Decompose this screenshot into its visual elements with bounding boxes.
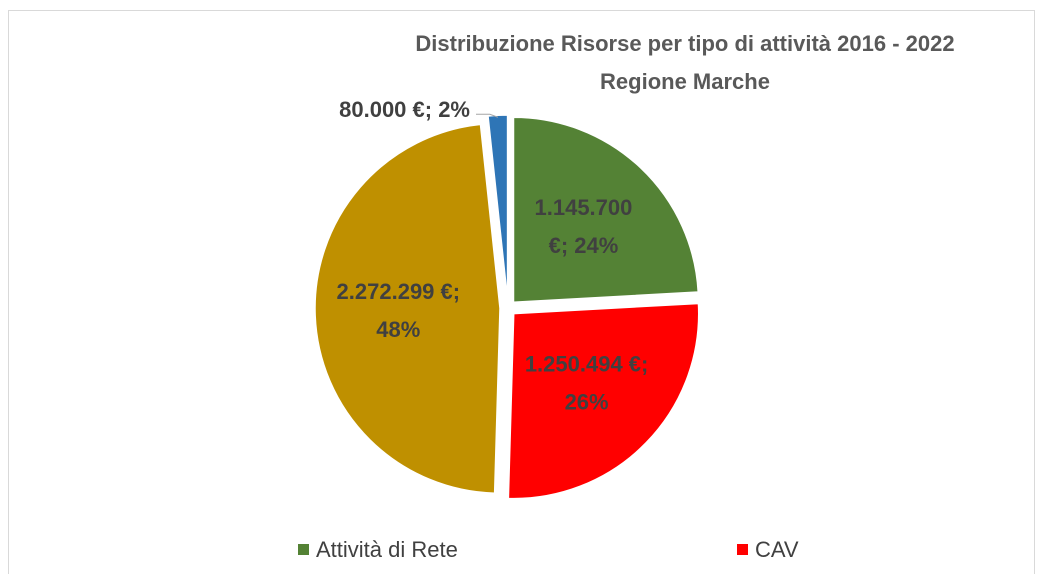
legend-label: CAV	[755, 537, 799, 562]
data-label: €; 24%	[549, 233, 619, 258]
data-label: 1.250.494 €;	[525, 351, 649, 376]
legend-swatch	[298, 544, 309, 555]
leader-line	[476, 113, 499, 118]
chart-title: Distribuzione Risorse per tipo di attivi…	[415, 31, 954, 56]
pie-slice	[507, 302, 700, 500]
legend-label: Attività di Rete	[316, 537, 458, 562]
pie-slice	[512, 116, 700, 303]
data-label: 26%	[565, 389, 609, 414]
data-label: 2.272.299 €;	[337, 279, 461, 304]
legend-swatch	[737, 544, 748, 555]
data-label: 1.145.700	[535, 195, 633, 220]
chart-subtitle: Regione Marche	[600, 69, 770, 94]
pie-slice	[314, 123, 501, 495]
pie-slice	[487, 114, 509, 301]
data-label: 80.000 €; 2%	[339, 97, 470, 122]
data-label: 48%	[376, 317, 420, 342]
